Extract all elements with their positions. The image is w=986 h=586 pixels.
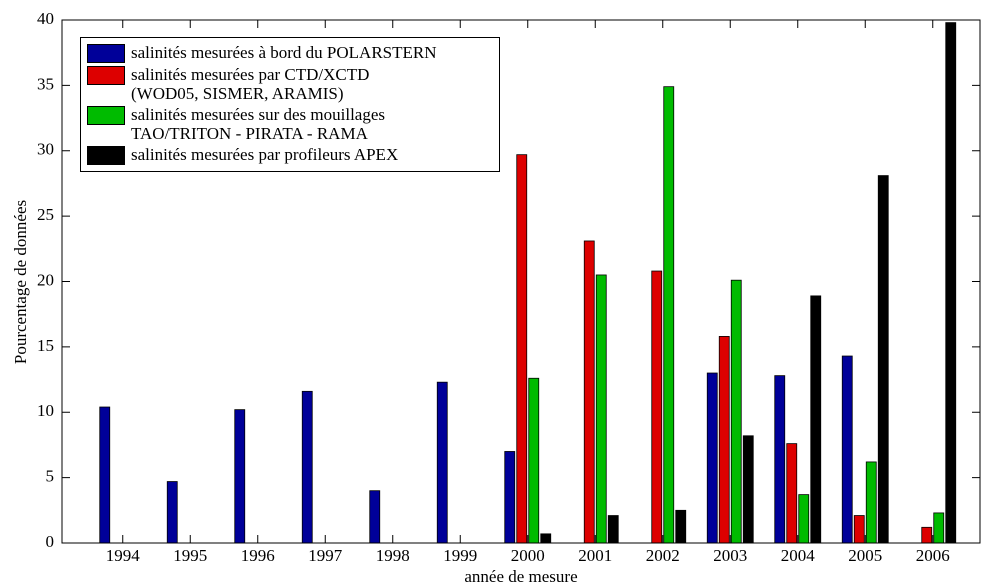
legend-label: salinités mesurées sur des mouillages TA… bbox=[131, 105, 386, 143]
y-axis-label: Pourcentage de données bbox=[11, 200, 30, 364]
y-tick-label: 0 bbox=[46, 532, 55, 551]
x-axis-label: année de mesure bbox=[464, 567, 577, 586]
x-tick-label: 2003 bbox=[713, 546, 747, 565]
y-tick-label: 35 bbox=[37, 74, 54, 93]
bar bbox=[853, 515, 865, 544]
bar bbox=[166, 481, 178, 544]
x-tick-label: 1997 bbox=[308, 546, 343, 565]
bar bbox=[528, 377, 540, 544]
legend-swatch bbox=[87, 66, 125, 85]
bar bbox=[675, 509, 687, 544]
bar bbox=[540, 533, 552, 544]
x-tick-label: 2005 bbox=[848, 546, 882, 565]
bar bbox=[742, 435, 754, 544]
x-tick-label: 2006 bbox=[916, 546, 950, 565]
bar bbox=[301, 390, 313, 544]
bar bbox=[436, 381, 448, 544]
bar bbox=[651, 270, 663, 544]
y-tick-label: 5 bbox=[46, 467, 55, 486]
y-tick-label: 10 bbox=[37, 401, 54, 420]
bar bbox=[933, 512, 945, 544]
bar bbox=[798, 494, 810, 544]
bar bbox=[607, 515, 619, 544]
legend-label: salinités mesurées à bord du POLARSTERN bbox=[131, 43, 437, 62]
bar bbox=[730, 279, 742, 544]
legend-entry: salinités mesurées sur des mouillages TA… bbox=[81, 105, 499, 143]
y-tick-label: 20 bbox=[37, 270, 54, 289]
x-tick-label: 2004 bbox=[781, 546, 816, 565]
legend: salinités mesurées à bord du POLARSTERN s… bbox=[80, 37, 500, 172]
x-tick-label: 1998 bbox=[376, 546, 410, 565]
bar bbox=[877, 175, 889, 544]
y-tick-label: 25 bbox=[37, 205, 54, 224]
y-tick-label: 40 bbox=[37, 9, 54, 28]
bar bbox=[99, 406, 111, 544]
legend-swatch bbox=[87, 44, 125, 63]
legend-entry: salinités mesurées par CTD/XCTD (WOD05, … bbox=[81, 65, 499, 103]
bar bbox=[774, 375, 786, 544]
bar bbox=[718, 336, 730, 544]
plot-frame bbox=[61, 19, 981, 544]
legend-swatch bbox=[87, 146, 125, 165]
y-tick-label: 15 bbox=[37, 336, 54, 355]
bar bbox=[516, 154, 528, 544]
bar bbox=[595, 274, 607, 544]
bar bbox=[945, 22, 957, 544]
bar bbox=[663, 86, 675, 544]
x-tick-label: 2000 bbox=[511, 546, 545, 565]
bar bbox=[234, 409, 246, 544]
x-tick-label: 2002 bbox=[646, 546, 680, 565]
legend-label: salinités mesurées par CTD/XCTD (WOD05, … bbox=[131, 65, 370, 103]
bar bbox=[810, 295, 822, 544]
bar bbox=[583, 240, 595, 544]
legend-label: salinités mesurées par profileurs APEX bbox=[131, 145, 399, 164]
x-tick-label: 1999 bbox=[443, 546, 477, 565]
x-tick-label: 2001 bbox=[578, 546, 612, 565]
bar bbox=[921, 526, 933, 544]
legend-swatch bbox=[87, 106, 125, 125]
bar bbox=[504, 451, 516, 544]
legend-entry: salinités mesurées par profileurs APEX bbox=[81, 145, 499, 165]
bar bbox=[369, 490, 381, 544]
bar bbox=[706, 372, 718, 544]
bar bbox=[865, 461, 877, 544]
legend-entry: salinités mesurées à bord du POLARSTERN bbox=[81, 43, 499, 63]
x-tick-label: 1994 bbox=[106, 546, 141, 565]
bar bbox=[786, 443, 798, 544]
y-tick-label: 30 bbox=[37, 140, 54, 159]
x-tick-label: 1996 bbox=[241, 546, 275, 565]
x-tick-label: 1995 bbox=[173, 546, 207, 565]
bar bbox=[841, 355, 853, 544]
